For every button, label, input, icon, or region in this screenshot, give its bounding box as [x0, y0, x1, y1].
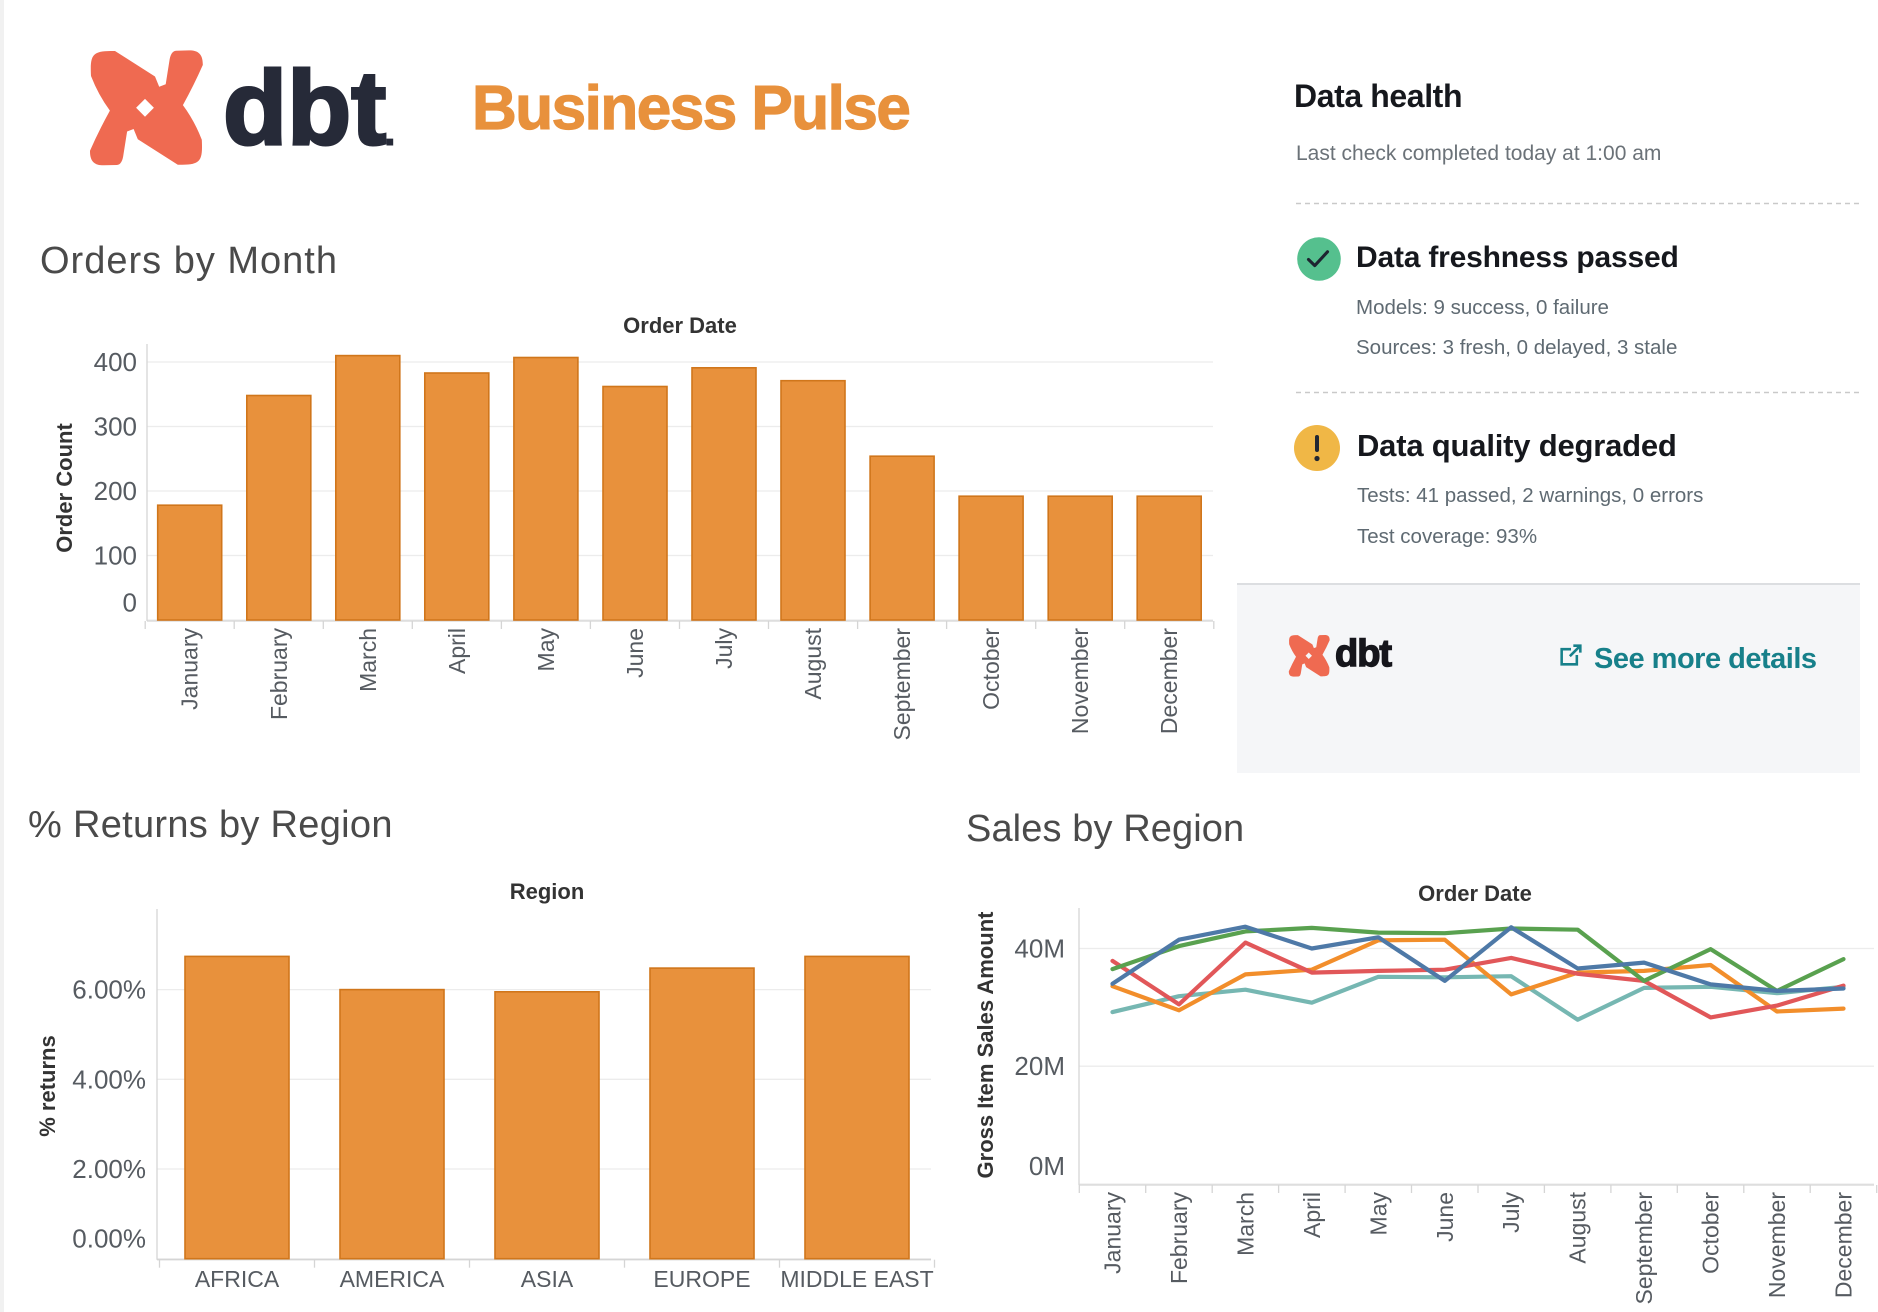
svg-text:August: August — [800, 627, 826, 699]
svg-text:EUROPE: EUROPE — [653, 1266, 750, 1292]
svg-text:June: June — [1432, 1192, 1458, 1242]
svg-text:300: 300 — [94, 412, 137, 442]
svg-text:40M: 40M — [1014, 934, 1065, 964]
svg-text:December: December — [1831, 1192, 1857, 1298]
svg-text:March: March — [1232, 1192, 1258, 1256]
svg-text:September: September — [889, 628, 915, 741]
svg-text:2.00%: 2.00% — [72, 1154, 146, 1184]
svg-text:MIDDLE EAST: MIDDLE EAST — [780, 1266, 933, 1292]
svg-text:September: September — [1631, 1192, 1657, 1305]
svg-text:January: January — [1100, 1192, 1126, 1274]
svg-text:February: February — [1166, 1192, 1192, 1285]
svg-text:April: April — [1299, 1192, 1325, 1238]
svg-text:January: January — [177, 628, 203, 710]
svg-text:ASIA: ASIA — [521, 1266, 574, 1292]
svg-text:0.00%: 0.00% — [72, 1224, 146, 1254]
svg-text:400: 400 — [94, 347, 137, 377]
svg-text:April: April — [444, 628, 470, 674]
svg-text:100: 100 — [94, 541, 137, 571]
svg-text:August: August — [1565, 1191, 1591, 1263]
svg-text:November: November — [1764, 1192, 1790, 1298]
svg-text:November: November — [1067, 628, 1093, 734]
svg-text:February: February — [266, 628, 292, 721]
svg-text:July: July — [1498, 1192, 1524, 1233]
svg-text:AFRICA: AFRICA — [195, 1266, 280, 1292]
svg-text:0M: 0M — [1029, 1151, 1065, 1181]
svg-text:20M: 20M — [1014, 1051, 1065, 1081]
svg-text:October: October — [978, 628, 1004, 710]
svg-text:March: March — [355, 628, 381, 692]
svg-text:October: October — [1698, 1192, 1724, 1274]
svg-text:May: May — [1365, 1192, 1391, 1236]
svg-text:June: June — [622, 628, 648, 678]
svg-text:0: 0 — [123, 588, 137, 618]
svg-text:4.00%: 4.00% — [72, 1064, 146, 1094]
svg-text:200: 200 — [94, 476, 137, 506]
svg-text:December: December — [1156, 628, 1182, 734]
svg-text:6.00%: 6.00% — [72, 975, 146, 1005]
svg-text:AMERICA: AMERICA — [340, 1266, 445, 1292]
svg-text:May: May — [533, 628, 559, 672]
svg-text:July: July — [711, 628, 737, 669]
